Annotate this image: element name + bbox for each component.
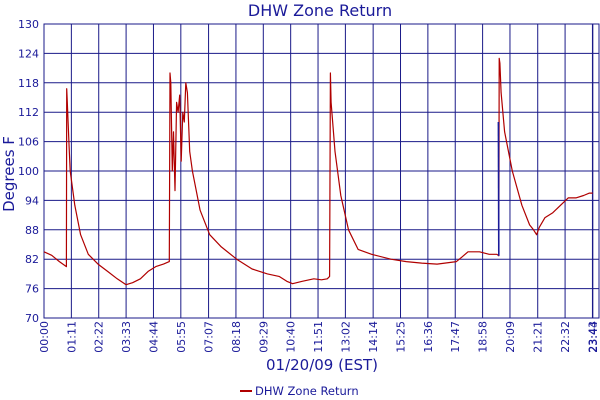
x-tick-label: 23:43 [586, 321, 599, 353]
y-axis-label: Degrees F [0, 136, 18, 212]
legend: DHW Zone Return [240, 384, 359, 398]
x-tick-label: 01:11 [65, 321, 78, 353]
series-line [43, 57, 593, 286]
x-tick-labels: 00:00 01:11 02:22 03:33 04:44 05:55 07:07 08:18… [38, 321, 600, 353]
y-tick-label: 94 [25, 194, 39, 207]
x-tick-label: 16:36 [422, 321, 435, 353]
series-layer [43, 57, 593, 286]
x-tick-label: 11:51 [312, 321, 325, 353]
y-tick-label: 118 [18, 77, 39, 90]
x-tick-label: 10:40 [285, 321, 298, 353]
x-tick-label: 09:29 [257, 321, 270, 353]
x-tick-label: 05:55 [175, 321, 188, 353]
y-tick-label: 100 [18, 165, 39, 178]
x-tick-label: 17:47 [449, 321, 462, 353]
y-tick-label: 130 [18, 18, 39, 31]
legend-label: DHW Zone Return [255, 384, 359, 398]
y-tick-label: 88 [25, 224, 39, 237]
x-axis-label: 01/20/09 (EST) [266, 356, 378, 374]
y-tick-label: 124 [18, 47, 39, 60]
chart-title: DHW Zone Return [248, 1, 392, 20]
y-tick-label: 82 [25, 253, 39, 266]
x-tick-label: 08:18 [230, 321, 243, 353]
x-tick-label: 02:22 [93, 321, 106, 353]
grid [43, 23, 600, 319]
y-tick-label: 106 [18, 136, 39, 149]
x-tick-label: 23:44 [587, 321, 600, 353]
x-tick-label: 18:58 [477, 321, 490, 353]
x-tick-label: 22:32 [559, 321, 572, 353]
y-tick-label: 76 [25, 283, 39, 296]
x-tick-label: 04:44 [147, 321, 160, 353]
y-tick-labels: 70 76 82 88 94 100 106 112 118 124 130 [18, 18, 39, 325]
x-tick-label: 07:07 [203, 321, 216, 353]
x-tick-label: 00:00 [38, 321, 51, 353]
y-tick-label: 112 [18, 106, 39, 119]
x-tick-label: 15:25 [395, 321, 408, 353]
x-tick-label: 03:33 [120, 321, 133, 353]
y-tick-label: 70 [25, 312, 39, 325]
x-tick-label: 20:09 [504, 321, 517, 353]
x-tick-label: 13:02 [339, 321, 352, 353]
x-tick-label: 21:21 [532, 321, 545, 353]
x-tick-label: 14:14 [367, 321, 380, 353]
